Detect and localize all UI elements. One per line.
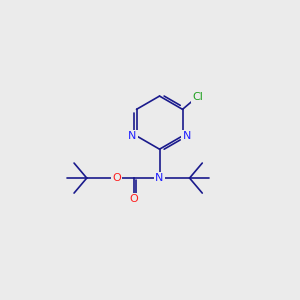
Text: N: N [155, 173, 164, 183]
Text: N: N [128, 131, 136, 141]
Text: N: N [182, 131, 191, 141]
Text: O: O [112, 173, 121, 183]
Text: Cl: Cl [192, 92, 203, 102]
Text: O: O [130, 194, 139, 204]
